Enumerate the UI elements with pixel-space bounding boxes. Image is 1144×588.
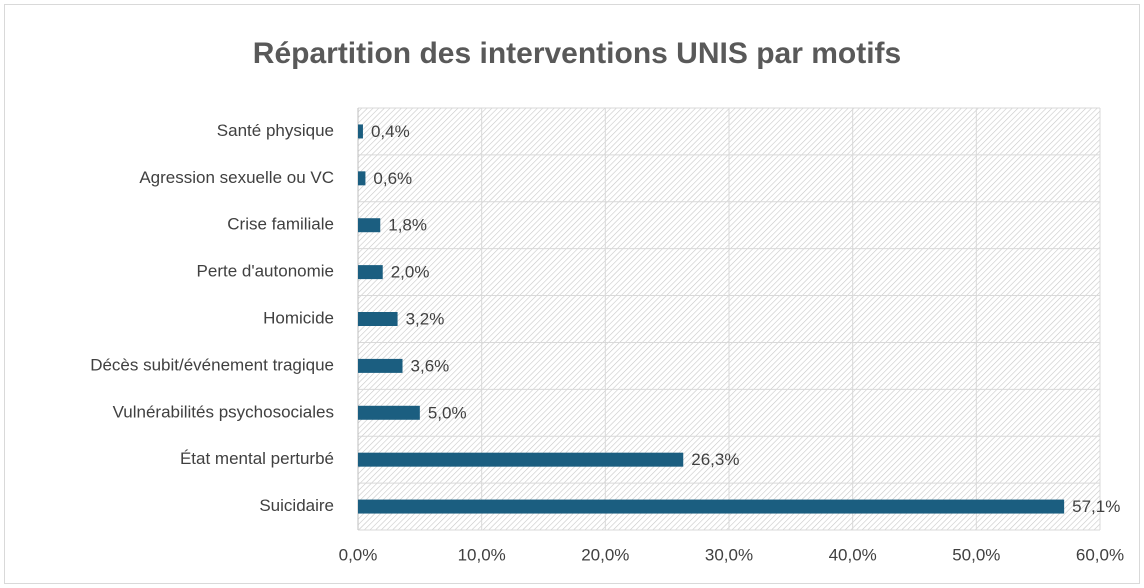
x-tick-label: 0,0%	[339, 545, 378, 564]
data-label: 5,0%	[428, 403, 467, 422]
x-tick-label: 40,0%	[829, 545, 877, 564]
bar	[358, 218, 381, 233]
bar	[358, 124, 363, 139]
bar	[358, 405, 420, 420]
bar	[358, 452, 684, 467]
bar	[358, 171, 366, 186]
y-tick-label: Crise familiale	[227, 215, 334, 234]
x-tick-label: 20,0%	[581, 545, 629, 564]
y-tick-label: Décès subit/événement tragique	[90, 355, 334, 374]
y-tick-label: Suicidaire	[259, 496, 334, 515]
x-tick-label: 10,0%	[458, 545, 506, 564]
data-label: 0,4%	[371, 122, 410, 141]
bar	[358, 499, 1065, 514]
data-label: 3,2%	[406, 309, 445, 328]
bar	[358, 265, 383, 280]
data-label: 2,0%	[391, 263, 430, 282]
data-label: 0,6%	[373, 169, 412, 188]
data-label: 26,3%	[691, 450, 739, 469]
y-tick-label: Santé physique	[217, 121, 334, 140]
y-tick-label: Perte d'autonomie	[197, 262, 334, 281]
x-tick-label: 50,0%	[952, 545, 1000, 564]
y-tick-label: État mental perturbé	[180, 449, 334, 468]
chart-title: Répartition des interventions UNIS par m…	[253, 37, 901, 70]
y-tick-label: Homicide	[263, 308, 334, 327]
y-tick-label: Vulnérabilités psychosociales	[113, 402, 334, 421]
data-label: 1,8%	[388, 216, 427, 235]
data-label: 57,1%	[1072, 497, 1120, 516]
y-tick-label: Agression sexuelle ou VC	[139, 168, 334, 187]
data-label: 3,6%	[411, 356, 450, 375]
x-tick-label: 30,0%	[705, 545, 753, 564]
bar	[358, 358, 403, 373]
x-tick-label: 60,0%	[1076, 545, 1124, 564]
bar	[358, 312, 398, 326]
